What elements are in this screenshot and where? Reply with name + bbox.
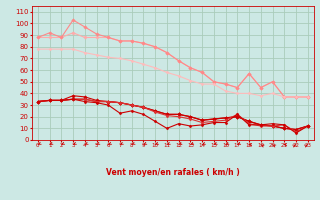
X-axis label: Vent moyen/en rafales ( km/h ): Vent moyen/en rafales ( km/h ) (106, 168, 240, 177)
